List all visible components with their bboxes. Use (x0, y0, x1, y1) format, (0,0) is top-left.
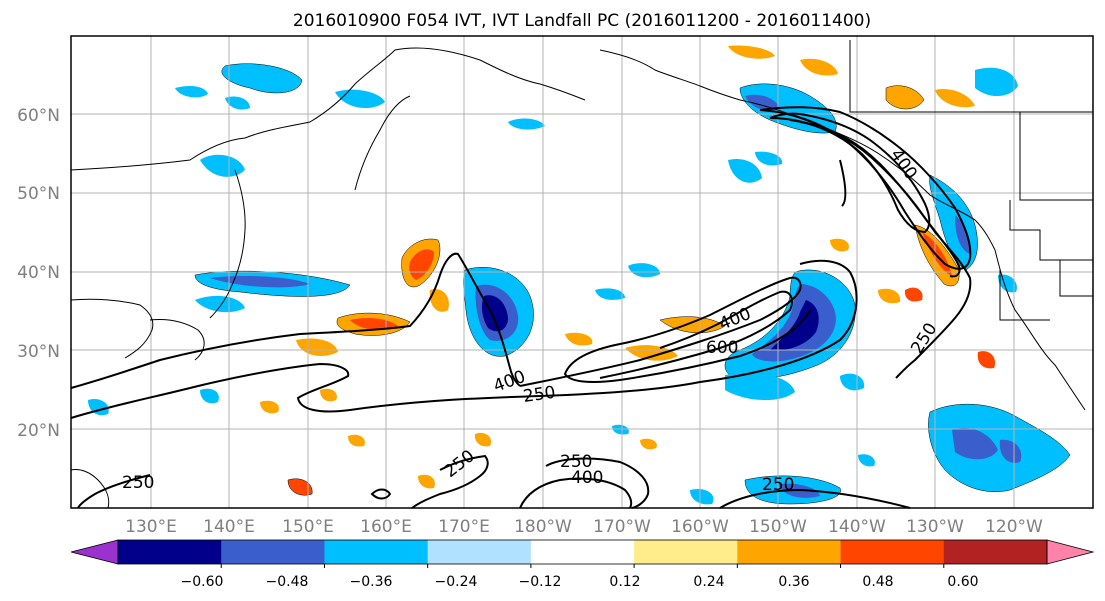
colorbar-tick-label: −0.24 (435, 574, 478, 590)
lat-label-40n: 40°N (17, 263, 60, 283)
pc-shading (88, 45, 1071, 505)
lon-label: 130°W (906, 517, 964, 537)
map-frame (70, 35, 1094, 509)
colorbar-segment (840, 540, 945, 564)
colorbar-segment (324, 540, 429, 564)
lon-label: 140°W (828, 517, 886, 537)
lon-label: 120°W (985, 517, 1043, 537)
contour-label: 600 (706, 338, 738, 358)
ivt-contours (70, 106, 972, 509)
lon-label: 150°E (282, 517, 334, 537)
colorbar-segment (634, 540, 738, 564)
lat-label-20n: 20°N (17, 421, 60, 441)
contour-label: 250 (560, 452, 592, 472)
colorbar-segment (118, 540, 222, 564)
colorbar-segment (943, 540, 1048, 564)
colorbar-extend-low (70, 539, 119, 565)
contour-label: 250 (122, 473, 154, 493)
colorbar-tick-label: 0.24 (693, 574, 724, 590)
colorbar-tick-labels: −0.60 −0.48 −0.36 −0.24 −0.12 0.12 0.24 … (181, 574, 979, 590)
colorbar-outline (117, 539, 1048, 565)
lat-label-60n: 60°N (17, 106, 60, 126)
lon-label: 160°E (360, 517, 412, 537)
colorbar-segment (737, 540, 842, 564)
lat-label-50n: 50°N (17, 184, 60, 204)
lon-label: 130°E (125, 517, 177, 537)
colorbar-tick-label: −0.12 (519, 574, 562, 590)
longitude-labels: 130°E 140°E 150°E 160°E 170°E 180°W 170°… (125, 517, 1043, 537)
colorbar-tick-label: 0.60 (947, 574, 978, 590)
latitude-labels: 60°N 50°N 40°N 30°N 20°N (17, 106, 60, 441)
lon-label: 170°W (593, 517, 651, 537)
colorbar (70, 539, 1095, 568)
colorbar-tick-label: −0.60 (181, 574, 224, 590)
lat-label-30n: 30°N (17, 342, 60, 362)
contour-label: 250 (762, 475, 794, 495)
lon-label: 160°W (671, 517, 729, 537)
figure-title: 2016010900 F054 IVT, IVT Landfall PC (20… (293, 11, 871, 31)
colorbar-segment (427, 540, 532, 564)
colorbar-tick-label: 0.12 (609, 574, 640, 590)
colorbar-tick-label: 0.36 (778, 574, 809, 590)
colorbar-segment (530, 540, 635, 564)
lon-label: 140°E (203, 517, 255, 537)
colorbar-tick-label: 0.48 (862, 574, 893, 590)
colorbar-tick-label: −0.48 (266, 574, 309, 590)
contour-label: 250 (522, 383, 557, 407)
colorbar-segment (221, 540, 325, 564)
colorbar-extend-high (1046, 539, 1095, 565)
lon-label: 150°W (749, 517, 807, 537)
lon-label: 180°W (514, 517, 572, 537)
lon-label: 170°E (438, 517, 490, 537)
contour-label: 400 (571, 468, 603, 488)
map-panel: 400 600 250 400 250 400 250 250 250 400 … (70, 35, 1094, 509)
colorbar-tick-label: −0.36 (350, 574, 393, 590)
